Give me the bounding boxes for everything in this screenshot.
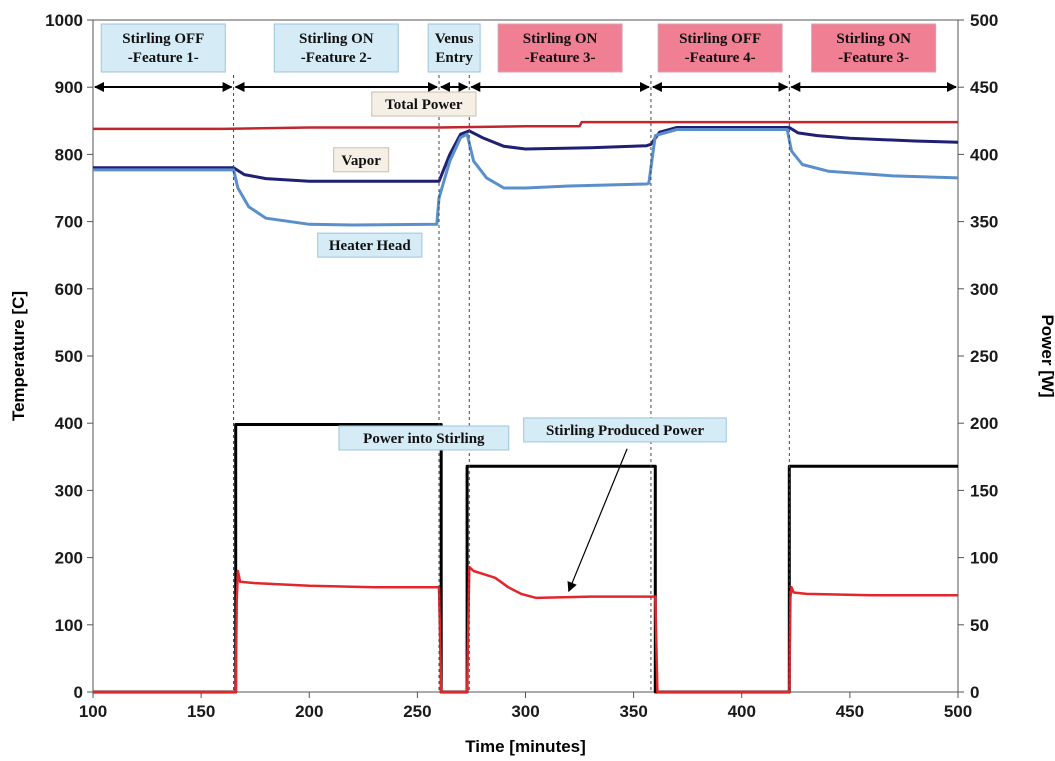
- y-left-tick-label: 300: [55, 481, 83, 500]
- phase-label-text: -Feature 3-: [525, 50, 596, 66]
- x-tick-label: 450: [836, 702, 864, 721]
- phase-label-text: Stirling OFF: [122, 31, 204, 47]
- power-into-stirling-label-box: [338, 425, 510, 451]
- y-left-tick-label: 600: [55, 280, 83, 299]
- y-left-tick-label: 200: [55, 549, 83, 568]
- total-power-label: Total Power: [385, 97, 463, 113]
- vapor-label: Vapor: [341, 153, 381, 169]
- y-right-tick-label: 100: [970, 549, 998, 568]
- y-right-tick-label: 200: [970, 414, 998, 433]
- y-left-tick-label: 500: [55, 347, 83, 366]
- stirling-produced-power-label-box: [523, 417, 727, 443]
- y-left-tick-label: 1000: [45, 11, 83, 30]
- y-left-tick-label: 400: [55, 414, 83, 433]
- phase-label-text: Stirling OFF: [679, 31, 761, 47]
- phase-label-box: [427, 23, 481, 73]
- x-axis-label: Time [minutes]: [465, 737, 586, 756]
- stirling-produced-power-label: Stirling Produced Power: [546, 423, 704, 439]
- x-tick-label: 100: [79, 702, 107, 721]
- x-tick-label: 500: [944, 702, 972, 721]
- y-left-tick-label: 0: [74, 683, 83, 702]
- x-tick-label: 250: [403, 702, 431, 721]
- x-tick-label: 150: [187, 702, 215, 721]
- y-right-tick-label: 500: [970, 11, 998, 30]
- y-right-tick-label: 50: [970, 616, 989, 635]
- phase-label-box: [497, 23, 623, 73]
- heater-head-label-box: [317, 232, 423, 258]
- phase-label-text: Venus: [435, 31, 474, 47]
- heater-head-label: Heater Head: [329, 238, 411, 254]
- phase-label-box: [657, 23, 783, 73]
- y-axis-left-label: Temperature [C]: [9, 291, 28, 421]
- phase-label-box: [100, 23, 226, 73]
- y-right-tick-label: 450: [970, 78, 998, 97]
- y-right-tick-label: 0: [970, 683, 979, 702]
- power-into-stirling-label: Power into Stirling: [363, 431, 485, 447]
- y-left-tick-label: 100: [55, 616, 83, 635]
- phase-label-box: [273, 23, 399, 73]
- series-total-power-line: [93, 120, 958, 131]
- phase-label-text: Stirling ON: [836, 31, 911, 47]
- phase-label-text: -Feature 2-: [301, 50, 372, 66]
- y-right-tick-label: 250: [970, 347, 998, 366]
- x-tick-label: 350: [619, 702, 647, 721]
- produced-power-pointer-arrow: [567, 448, 628, 593]
- y-right-tick-label: 350: [970, 213, 998, 232]
- phase-label-text: Stirling ON: [523, 31, 598, 47]
- y-right-tick-label: 150: [970, 481, 998, 500]
- series-stirling-produced-power-line: [93, 565, 958, 694]
- series-power-into-stirling-line: [93, 423, 958, 694]
- x-tick-label: 300: [511, 702, 539, 721]
- phase-label-box: [811, 23, 937, 73]
- series-vapor-line: [93, 126, 959, 183]
- x-tick-label: 200: [295, 702, 323, 721]
- x-tick-label: 400: [728, 702, 756, 721]
- vapor-label-box: [333, 147, 390, 173]
- y-left-tick-label: 700: [55, 213, 83, 232]
- y-axis-right-label: Power [W]: [1038, 314, 1055, 397]
- series-heater-head-line: [93, 128, 959, 227]
- phase-label-text: -Feature 4-: [685, 50, 756, 66]
- y-right-tick-label: 400: [970, 145, 998, 164]
- phase-label-text: -Feature 1-: [128, 50, 199, 66]
- y-left-tick-label: 900: [55, 78, 83, 97]
- plot-area-border: [92, 19, 959, 693]
- phase-label-text: Entry: [435, 50, 473, 66]
- total-power-label-box: [371, 91, 477, 117]
- y-right-tick-label: 300: [970, 280, 998, 299]
- phase-label-text: -Feature 3-: [838, 50, 909, 66]
- phase-label-text: Stirling ON: [299, 31, 374, 47]
- y-left-tick-label: 800: [55, 145, 83, 164]
